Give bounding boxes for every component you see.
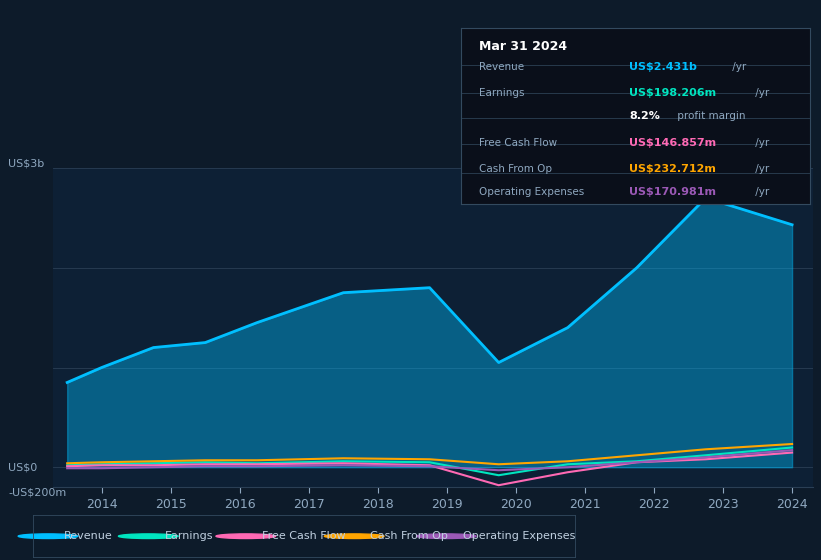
Text: US$146.857m: US$146.857m — [629, 138, 716, 148]
Circle shape — [18, 534, 78, 539]
Text: Operating Expenses: Operating Expenses — [479, 187, 584, 197]
Circle shape — [216, 534, 276, 539]
Text: US$3b: US$3b — [8, 158, 44, 168]
Text: US$232.712m: US$232.712m — [629, 164, 716, 174]
Text: Cash From Op: Cash From Op — [479, 164, 552, 174]
Text: Operating Expenses: Operating Expenses — [462, 531, 575, 541]
Text: US$0: US$0 — [8, 462, 38, 472]
Text: Revenue: Revenue — [479, 62, 524, 72]
Text: -US$200m: -US$200m — [8, 487, 67, 497]
Text: Earnings: Earnings — [479, 88, 525, 98]
Text: 8.2%: 8.2% — [629, 111, 660, 121]
Text: Revenue: Revenue — [64, 531, 113, 541]
Circle shape — [118, 534, 178, 539]
Text: US$2.431b: US$2.431b — [629, 62, 697, 72]
Text: Free Cash Flow: Free Cash Flow — [479, 138, 557, 148]
Text: /yr: /yr — [752, 138, 769, 148]
Text: /yr: /yr — [752, 187, 769, 197]
Circle shape — [324, 534, 384, 539]
Text: Mar 31 2024: Mar 31 2024 — [479, 40, 567, 53]
Text: /yr: /yr — [752, 164, 769, 174]
Text: profit margin: profit margin — [673, 111, 745, 121]
Text: /yr: /yr — [729, 62, 746, 72]
Text: Earnings: Earnings — [164, 531, 213, 541]
Text: US$170.981m: US$170.981m — [629, 187, 716, 197]
Text: Free Cash Flow: Free Cash Flow — [262, 531, 346, 541]
Text: /yr: /yr — [752, 88, 769, 98]
Text: Cash From Op: Cash From Op — [370, 531, 448, 541]
Circle shape — [416, 534, 476, 539]
Text: US$198.206m: US$198.206m — [629, 88, 716, 98]
